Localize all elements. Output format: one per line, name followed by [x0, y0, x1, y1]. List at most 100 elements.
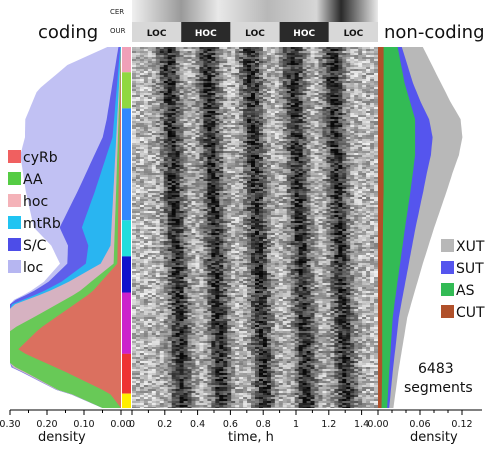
heatmap-cell	[247, 185, 252, 187]
heatmap-cell	[262, 153, 268, 155]
heatmap-cell	[270, 47, 276, 49]
heatmap-cell	[354, 145, 359, 147]
heatmap-cell	[270, 101, 276, 103]
heatmap-cell	[231, 71, 236, 73]
phase-band-2	[230, 22, 280, 42]
heatmap-cell	[258, 113, 264, 115]
heatmap-cell	[195, 199, 200, 201]
heatmap-cell	[163, 183, 169, 185]
heatmap-cell	[346, 139, 351, 141]
heatmap-cell	[211, 95, 216, 97]
heatmap-cell	[334, 133, 339, 135]
heatmap-cell	[151, 195, 157, 197]
heatmap-cell	[183, 71, 188, 73]
heatmap-cell	[147, 149, 153, 151]
heatmap-cell	[135, 93, 141, 95]
heatmap-cell	[203, 121, 208, 123]
heatmap-cell	[231, 63, 236, 65]
heatmap-cell	[207, 131, 212, 133]
heatmap-cell	[278, 101, 284, 103]
heatmap-cell	[270, 139, 276, 141]
heatmap-cell	[338, 175, 343, 177]
heatmap-cell	[306, 183, 311, 185]
heatmap-cell	[203, 159, 208, 161]
heatmap-cell	[262, 83, 268, 85]
heatmap-cell	[135, 103, 141, 105]
heatmap-cell	[215, 117, 220, 119]
heatmap-cell	[199, 175, 204, 177]
heatmap-cell	[318, 147, 323, 149]
heatmap-cell	[322, 153, 327, 155]
heatmap-cell	[211, 195, 216, 197]
heatmap-cell	[227, 109, 232, 111]
heatmap-cell	[132, 193, 137, 195]
heatmap-cell	[294, 79, 300, 81]
heatmap-cell	[219, 173, 224, 175]
heatmap-cell	[243, 145, 248, 147]
heatmap-cell	[266, 65, 272, 67]
heatmap-cell	[262, 183, 268, 185]
heatmap-cell	[318, 95, 323, 97]
heatmap-cell	[358, 191, 363, 193]
heatmap-cell	[227, 107, 232, 109]
heatmap-cell	[143, 73, 149, 75]
heatmap-cell	[314, 93, 319, 95]
heatmap-cell	[326, 125, 331, 127]
heatmap-cell	[171, 67, 177, 69]
heatmap-cell	[306, 101, 311, 103]
heatmap-cell	[147, 91, 153, 93]
heatmap-cell	[243, 175, 248, 177]
heatmap-cell	[314, 193, 319, 195]
heatmap-cell	[274, 57, 280, 59]
heatmap-cell	[132, 155, 137, 157]
heatmap-cell	[227, 203, 232, 205]
heatmap-cell	[155, 69, 161, 71]
heatmap-cell	[290, 115, 296, 117]
heatmap-cell	[354, 91, 359, 93]
heatmap-cell	[286, 129, 292, 131]
heatmap-cell	[290, 149, 296, 151]
heatmap-cell	[147, 101, 153, 103]
heatmap-cell	[247, 155, 252, 157]
heatmap-cell	[223, 127, 228, 129]
heatmap-cell	[262, 59, 268, 61]
heatmap-cell	[247, 59, 252, 61]
heatmap-cell	[199, 167, 204, 169]
heatmap-cell	[366, 67, 371, 69]
heatmap-cell	[167, 203, 173, 205]
heatmap-cell	[310, 171, 315, 173]
heatmap-cell	[362, 141, 367, 143]
heatmap-cell	[139, 51, 145, 53]
heatmap-cell	[251, 47, 256, 49]
heatmap-cell	[274, 195, 280, 197]
heatmap-cell	[163, 63, 169, 65]
heatmap-cell	[342, 131, 347, 133]
heatmap-cell	[179, 127, 184, 129]
heatmap-cell	[370, 139, 375, 141]
heatmap-cell	[135, 89, 141, 91]
heatmap-cell	[132, 101, 137, 103]
heatmap-cell	[255, 143, 260, 145]
heatmap-cell	[239, 105, 244, 107]
heatmap-cell	[330, 163, 335, 165]
heatmap-cell	[258, 155, 264, 157]
heatmap-cell	[135, 181, 141, 183]
heatmap-cell	[286, 99, 292, 101]
heatmap-cell	[298, 111, 304, 113]
heatmap-cell	[207, 99, 212, 101]
heatmap-cell	[334, 155, 339, 157]
heatmap-cell	[298, 173, 304, 175]
heatmap-cell	[346, 81, 351, 83]
heatmap-cell	[207, 181, 212, 183]
heatmap-cell	[274, 101, 280, 103]
heatmap-cell	[262, 161, 268, 163]
heatmap-cell	[290, 91, 296, 93]
heatmap-cell	[310, 199, 315, 201]
heatmap-cell	[163, 53, 169, 55]
heatmap-cell	[342, 173, 347, 175]
heatmap-cell	[191, 73, 196, 75]
heatmap-cell	[171, 121, 177, 123]
heatmap-cell	[346, 91, 351, 93]
heatmap-cell	[179, 55, 184, 57]
heatmap-cell	[354, 89, 359, 91]
